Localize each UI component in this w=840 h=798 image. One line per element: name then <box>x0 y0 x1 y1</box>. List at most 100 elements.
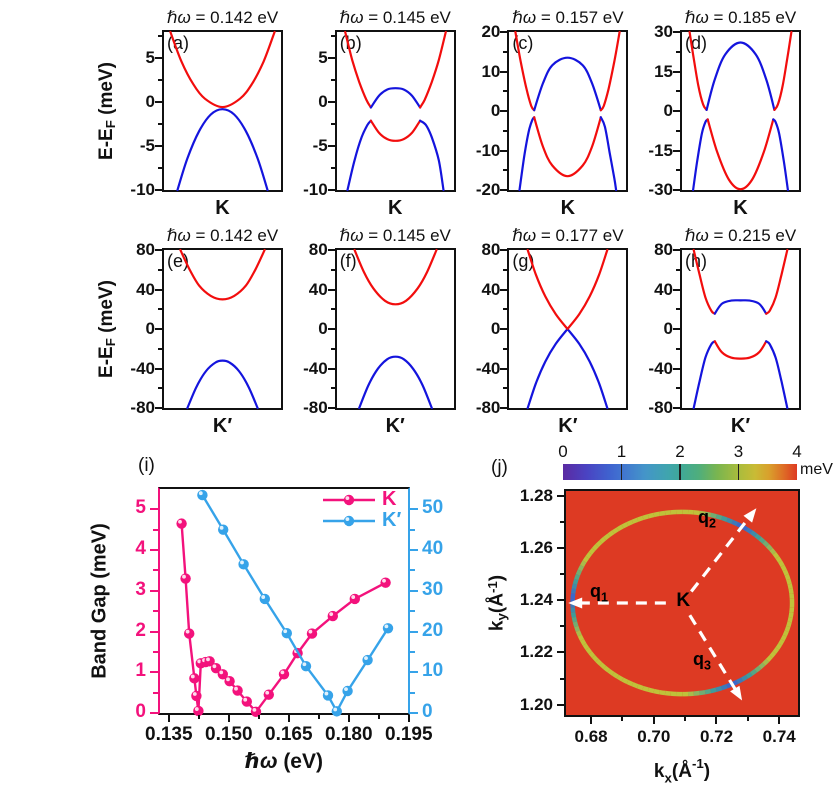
y-tick-label: 0 <box>318 92 328 112</box>
right-tick-label: 10 <box>422 660 444 682</box>
band-panel-plot <box>526 248 609 410</box>
y-tick-major <box>155 189 162 191</box>
band-x-label: K <box>215 197 230 219</box>
x-tick-minor <box>197 715 200 719</box>
fermi-ring-segment <box>585 647 593 655</box>
data-point-marker <box>278 669 290 680</box>
fermi-ring-segment <box>750 530 758 538</box>
gap-x-axis-label: ℏω (eV) <box>184 750 384 774</box>
y-tick-label: -10 <box>303 180 328 199</box>
data-point-marker <box>238 559 249 570</box>
data-point-marker <box>232 685 243 696</box>
band-curve-red <box>169 30 276 109</box>
band-panel-box <box>162 248 283 410</box>
band-x-label: K′ <box>558 415 578 437</box>
band-x-label: K <box>560 197 576 219</box>
fermi-ring-segment <box>741 674 748 682</box>
y-tick-minor <box>676 268 680 271</box>
label-token: ℏω <box>339 8 364 27</box>
right-tick-major <box>410 712 418 714</box>
band-curve-blue <box>772 118 789 192</box>
label-token: (meV) <box>95 62 117 121</box>
band-panel-title: ℏω = 0.145 eV <box>285 8 505 28</box>
fermi-ring-segment <box>699 689 706 696</box>
left-tick-label: 1 <box>135 660 146 682</box>
label-token: ℏω <box>245 750 278 773</box>
band-panel-box <box>507 248 629 410</box>
colorbar-unit: meV <box>800 461 833 478</box>
marker-highlight <box>364 656 368 661</box>
x-tick-major <box>347 715 350 722</box>
y-tick-minor <box>158 387 162 390</box>
label-token: = 0.142 eV <box>190 226 279 245</box>
y-tick-major <box>500 110 508 112</box>
map-x-tick-label: 0.74 <box>762 727 796 746</box>
fermi-ring-segment <box>647 687 655 694</box>
y-tick-label: -80 <box>303 398 328 417</box>
y-tick-major <box>500 288 508 291</box>
marker-highlight <box>243 697 248 702</box>
y-tick-label: 0 <box>490 101 501 120</box>
map-y-tick-major <box>557 495 564 498</box>
y-tick-major <box>155 57 162 60</box>
fermi-ring-segment <box>599 536 607 544</box>
y-tick-major <box>155 249 162 251</box>
y-tick-label: 0 <box>145 92 155 112</box>
label-token: k <box>486 620 508 632</box>
band-panel-box <box>334 30 456 192</box>
label-token: (meV) <box>95 280 117 339</box>
map-x-tick-minor <box>746 717 749 721</box>
fermi-ring-segment <box>788 612 794 618</box>
y-tick-minor <box>503 387 508 390</box>
y-tick-minor <box>503 268 508 271</box>
data-point-marker <box>331 706 342 717</box>
left-tick-minor <box>153 650 158 653</box>
data-point-marker <box>362 654 373 666</box>
marker-highlight <box>308 629 313 634</box>
data-point-marker <box>343 515 355 527</box>
fermi-ring-segment <box>595 540 603 548</box>
right-tick-minor <box>410 650 415 653</box>
data-point-marker <box>191 690 202 702</box>
right-tick-minor <box>410 569 415 572</box>
fermi-ring-segment <box>595 658 603 666</box>
y-tick-minor <box>158 167 162 170</box>
map-plot <box>568 508 795 701</box>
data-point-marker <box>300 660 312 672</box>
label-token: ℏω <box>166 8 191 27</box>
y-tick-label: -40 <box>475 358 501 378</box>
fermi-ring-segment <box>577 564 585 572</box>
fermi-ring-segment <box>642 685 650 692</box>
map-y-tick-major <box>557 599 564 602</box>
map-y-tick-major <box>557 547 564 550</box>
band-panel-title: ℏω = 0.157 eV <box>458 8 678 28</box>
fermi-ring-segment <box>769 547 777 555</box>
band-curve-red <box>533 116 603 178</box>
q-arrow-line <box>688 614 739 694</box>
fermi-ring-segment <box>710 512 717 519</box>
fermi-ring-segment <box>574 625 581 632</box>
marker-highlight <box>265 690 270 695</box>
band-curve-red <box>773 30 793 111</box>
map-y-tick-minor <box>560 625 564 628</box>
fermi-ring-segment <box>775 556 782 563</box>
fermi-ring-segment <box>572 621 579 628</box>
fermi-ring-segment <box>715 514 723 521</box>
x-tick-label: 0.150 <box>205 724 253 745</box>
marker-highlight <box>384 624 389 629</box>
band-panel-plot <box>692 248 789 410</box>
y-tick-minor <box>676 347 680 350</box>
band-x-label: K <box>387 197 403 219</box>
label-token: ℏω <box>684 8 709 27</box>
legend-label: K <box>382 488 397 510</box>
band-panel-plot <box>353 248 438 410</box>
y-tick-major <box>673 149 680 152</box>
map-y-tick-label: 1.20 <box>519 694 553 714</box>
q-arrow-head <box>730 685 743 701</box>
q-arrow-head <box>743 508 757 523</box>
left-tick-major <box>150 712 158 714</box>
map-y-tick-minor <box>560 677 564 680</box>
left-tick-label: 4 <box>135 538 146 560</box>
label-token: = 0.145 eV <box>363 226 451 245</box>
fermi-ring-segment <box>571 616 578 623</box>
